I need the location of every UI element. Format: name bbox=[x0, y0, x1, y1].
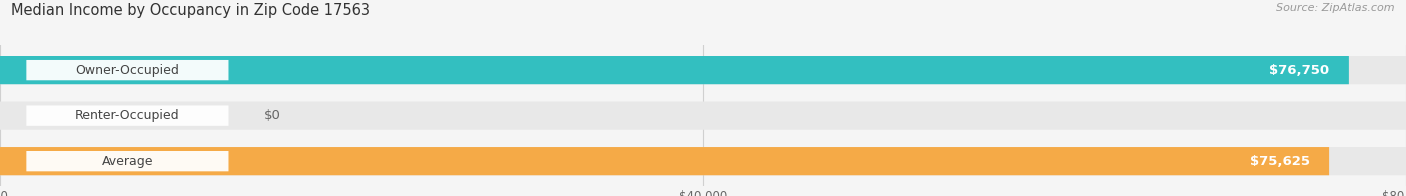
FancyBboxPatch shape bbox=[0, 56, 1348, 84]
FancyBboxPatch shape bbox=[0, 102, 1406, 130]
Text: Average: Average bbox=[101, 155, 153, 168]
Text: Source: ZipAtlas.com: Source: ZipAtlas.com bbox=[1277, 3, 1395, 13]
FancyBboxPatch shape bbox=[1160, 151, 1319, 171]
Text: $0: $0 bbox=[264, 109, 281, 122]
Text: Renter-Occupied: Renter-Occupied bbox=[75, 109, 180, 122]
FancyBboxPatch shape bbox=[0, 147, 1329, 175]
FancyBboxPatch shape bbox=[1180, 60, 1339, 80]
FancyBboxPatch shape bbox=[0, 84, 1406, 102]
FancyBboxPatch shape bbox=[0, 130, 1406, 147]
FancyBboxPatch shape bbox=[0, 147, 1406, 175]
FancyBboxPatch shape bbox=[27, 151, 228, 171]
FancyBboxPatch shape bbox=[27, 60, 228, 80]
FancyBboxPatch shape bbox=[27, 105, 228, 126]
Text: $76,750: $76,750 bbox=[1270, 64, 1330, 77]
FancyBboxPatch shape bbox=[0, 56, 1406, 84]
Text: Owner-Occupied: Owner-Occupied bbox=[76, 64, 180, 77]
Text: Median Income by Occupancy in Zip Code 17563: Median Income by Occupancy in Zip Code 1… bbox=[11, 3, 370, 18]
Text: $75,625: $75,625 bbox=[1250, 155, 1310, 168]
FancyBboxPatch shape bbox=[0, 39, 1406, 56]
